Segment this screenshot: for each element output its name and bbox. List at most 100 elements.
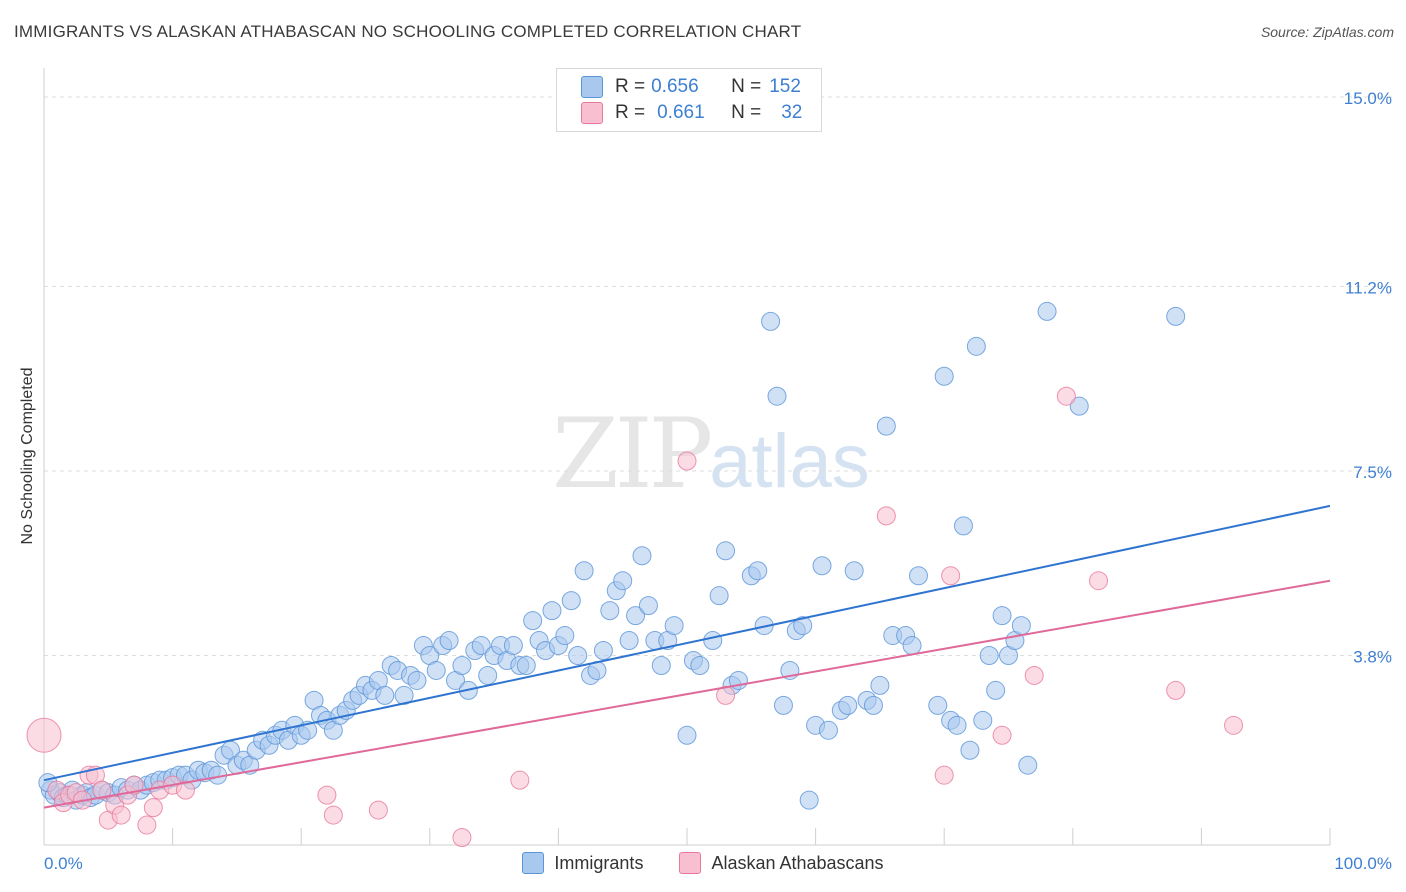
athabascans-point bbox=[1166, 680, 1186, 700]
immigrants-point bbox=[709, 586, 729, 606]
immigrants-point bbox=[748, 561, 768, 581]
immigrants-point bbox=[619, 631, 639, 651]
athabascans-point bbox=[368, 800, 388, 820]
immigrants-point bbox=[638, 596, 658, 616]
immigrants-point bbox=[966, 336, 986, 356]
immigrants-point bbox=[523, 611, 543, 631]
r-value: 0.661 bbox=[657, 102, 705, 123]
immigrants-point bbox=[542, 601, 562, 621]
athabascans-point bbox=[941, 566, 961, 586]
immigrants-point bbox=[561, 591, 581, 611]
n-label: N = bbox=[731, 102, 762, 123]
r-label: R = bbox=[615, 102, 646, 123]
athabascans-point bbox=[677, 451, 697, 471]
immigrants-point bbox=[992, 606, 1012, 626]
immigrants-point bbox=[761, 311, 781, 331]
athabascans-point bbox=[1089, 571, 1109, 591]
athabascans-point bbox=[317, 785, 337, 805]
stats-legend: R = 0.656 N = 152 R = 0.661 N = 32 bbox=[556, 68, 822, 132]
immigrants-point bbox=[626, 606, 646, 626]
immigrants-point bbox=[439, 631, 459, 651]
athabascans-point bbox=[124, 775, 144, 795]
immigrants-trend-line bbox=[43, 504, 1331, 782]
immigrants-point bbox=[973, 710, 993, 730]
immigrants-point bbox=[452, 655, 472, 675]
n-value: 152 bbox=[769, 76, 801, 97]
immigrants-swatch bbox=[581, 76, 603, 98]
y-tick-label: 3.8% bbox=[1353, 648, 1392, 667]
athabascans-trend-line bbox=[43, 579, 1331, 809]
immigrants-point bbox=[716, 541, 736, 561]
athabascans-point bbox=[92, 780, 112, 800]
athabascans-point bbox=[1056, 386, 1076, 406]
athabascans-point bbox=[1224, 715, 1244, 735]
immigrants-point bbox=[902, 636, 922, 656]
immigrants-point bbox=[574, 561, 594, 581]
immigrants-point bbox=[928, 695, 948, 715]
immigrants-point bbox=[568, 646, 588, 666]
immigrants-point bbox=[1018, 755, 1038, 775]
immigrants-point bbox=[471, 636, 491, 656]
immigrants-point bbox=[664, 616, 684, 636]
immigrants-point bbox=[651, 655, 671, 675]
legend-item-immigrants: Immigrants bbox=[522, 852, 643, 874]
n-value: 32 bbox=[781, 102, 803, 123]
immigrants-point bbox=[799, 790, 819, 810]
immigrants-point bbox=[947, 715, 967, 735]
source-credit: Source: ZipAtlas.com bbox=[1260, 24, 1394, 40]
athabascans-swatch bbox=[581, 102, 603, 124]
immigrants-point bbox=[1037, 301, 1057, 321]
n-label: N = bbox=[731, 76, 762, 97]
immigrants-point bbox=[600, 601, 620, 621]
immigrants-point bbox=[793, 616, 813, 636]
y-axis-label: No Schooling Completed bbox=[19, 367, 36, 545]
immigrants-point bbox=[516, 655, 536, 675]
immigrants-point bbox=[632, 546, 652, 566]
immigrants-point bbox=[818, 720, 838, 740]
immigrants-point bbox=[908, 566, 928, 586]
athabascans-point bbox=[510, 770, 530, 790]
athabascans-point bbox=[1024, 665, 1044, 685]
athabascans-point bbox=[175, 780, 195, 800]
immigrants-point bbox=[953, 516, 973, 536]
immigrants-point bbox=[375, 685, 395, 705]
athabascans-point bbox=[876, 506, 896, 526]
immigrants-point bbox=[426, 660, 446, 680]
immigrants-point bbox=[593, 641, 613, 661]
immigrants-point bbox=[1166, 306, 1186, 326]
legend-label: Alaskan Athabascans bbox=[711, 852, 884, 873]
athabascans-point bbox=[143, 798, 163, 818]
immigrants-point bbox=[876, 416, 896, 436]
r-label: R = bbox=[615, 76, 646, 97]
legend-item-athabascans: Alaskan Athabascans bbox=[679, 852, 884, 874]
immigrants-point bbox=[986, 680, 1006, 700]
immigrants-point bbox=[1011, 616, 1031, 636]
immigrants-point bbox=[812, 556, 832, 576]
immigrants-point bbox=[773, 695, 793, 715]
immigrants-point bbox=[863, 695, 883, 715]
immigrants-point bbox=[503, 636, 523, 656]
athabascans-point bbox=[111, 805, 131, 825]
watermark: ZIPatlas bbox=[552, 398, 870, 510]
y-tick-label: 7.5% bbox=[1353, 463, 1392, 482]
immigrants-point bbox=[613, 571, 633, 591]
watermark-atlas: atlas bbox=[709, 419, 870, 504]
athabascans-point bbox=[992, 725, 1012, 745]
x-tick-label: 0.0% bbox=[44, 854, 83, 873]
athabascans-point bbox=[934, 765, 954, 785]
immigrants-point bbox=[960, 740, 980, 760]
immigrants-point bbox=[838, 695, 858, 715]
athabascans-point bbox=[26, 717, 62, 753]
immigrants-point bbox=[703, 631, 723, 651]
immigrants-point bbox=[478, 665, 498, 685]
y-tick-label: 11.2% bbox=[1345, 278, 1392, 297]
athabascans-swatch bbox=[679, 852, 702, 874]
stats-row-athabascans: R = 0.661 N = 32 bbox=[581, 101, 802, 125]
immigrants-point bbox=[934, 366, 954, 386]
y-tick-label: 15.0% bbox=[1344, 89, 1392, 108]
r-value: 0.656 bbox=[651, 76, 699, 97]
immigrants-point bbox=[870, 675, 890, 695]
legend-label: Immigrants bbox=[554, 852, 644, 873]
immigrants-point bbox=[844, 561, 864, 581]
